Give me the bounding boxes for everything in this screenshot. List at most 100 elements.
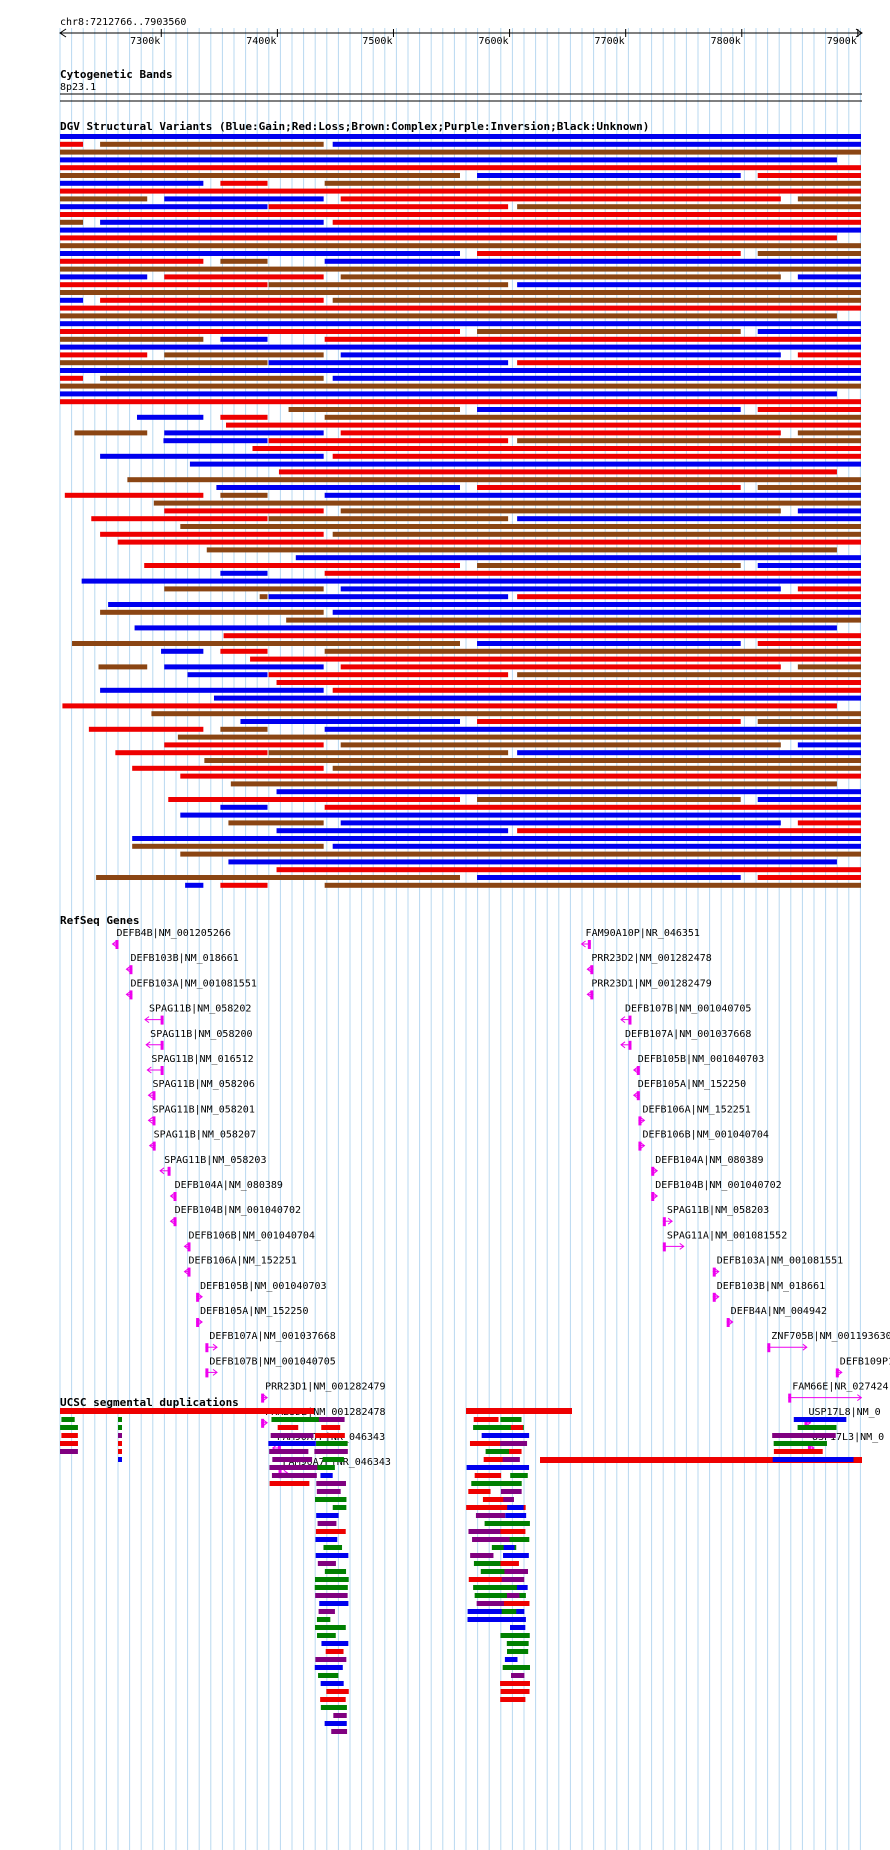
dgv-variant bbox=[100, 375, 324, 381]
dgv-variant bbox=[517, 516, 861, 522]
dgv-variant bbox=[60, 157, 837, 163]
gene-exon bbox=[173, 1192, 177, 1201]
gene-strand-arrow bbox=[586, 991, 592, 998]
segdup-block bbox=[485, 1449, 513, 1454]
gene-label: DEFB106B|NM_001040704 bbox=[188, 1230, 314, 1241]
segdup-block bbox=[471, 1481, 520, 1486]
segdup-block bbox=[314, 1577, 349, 1582]
dgv-variant bbox=[268, 360, 509, 366]
gene-label: SPAG11B|NM_016512 bbox=[151, 1054, 253, 1065]
segdup-block bbox=[500, 1529, 526, 1534]
segdup-block bbox=[315, 1553, 349, 1558]
dgv-variant bbox=[295, 555, 862, 561]
dgv-variant bbox=[324, 726, 861, 732]
dgv-variant bbox=[164, 664, 324, 670]
ruler-tick-label: 7600k bbox=[478, 36, 508, 47]
segmental-duplications[interactable] bbox=[60, 1408, 862, 1734]
dgv-variant bbox=[164, 352, 324, 358]
gene-label: DEFB106A|NM_152251 bbox=[642, 1104, 750, 1115]
segdup-block bbox=[468, 1577, 524, 1582]
gene-exon bbox=[160, 1015, 164, 1025]
dgv-variant bbox=[324, 414, 861, 420]
dgv-variant bbox=[187, 672, 268, 678]
dgv-variant bbox=[332, 765, 861, 771]
gene-label: DEFB105A|NM_152250 bbox=[638, 1079, 746, 1090]
gene-label: DEFB4B|NM_001205266 bbox=[117, 928, 231, 939]
segdup-block bbox=[316, 1481, 346, 1486]
segdup-block bbox=[466, 1408, 572, 1414]
dgv-variant bbox=[797, 352, 861, 358]
gene-strand-arrow bbox=[197, 1318, 203, 1326]
dgv-variant bbox=[477, 641, 741, 646]
gene-strand-arrow bbox=[714, 1293, 720, 1301]
dgv-variant bbox=[517, 360, 861, 366]
segdup-block bbox=[323, 1545, 343, 1550]
dgv-variant bbox=[340, 508, 781, 514]
dgv-variant bbox=[757, 641, 861, 646]
segdup-block bbox=[797, 1425, 837, 1430]
dgv-variant bbox=[324, 336, 861, 342]
dgv-variant bbox=[340, 196, 781, 202]
gene-exon bbox=[662, 1242, 666, 1252]
dgv-variant bbox=[164, 508, 324, 514]
dgv-variant bbox=[60, 391, 837, 397]
segdup-block bbox=[472, 1537, 524, 1542]
dgv-variant bbox=[60, 165, 861, 171]
gene-exon bbox=[167, 1166, 171, 1176]
gene-label: FAM66E|NR_027424 bbox=[792, 1382, 888, 1393]
segdup-block bbox=[314, 1585, 348, 1590]
segdup-block bbox=[118, 1457, 122, 1462]
dgv-variant bbox=[132, 836, 861, 841]
segdup-block bbox=[510, 1425, 523, 1430]
dgv-variant bbox=[797, 274, 861, 280]
gene-label: DEFB4A|NM_004942 bbox=[731, 1306, 827, 1317]
dgv-variant bbox=[115, 750, 268, 756]
dgv-variant bbox=[220, 648, 268, 654]
dgv-variant bbox=[324, 492, 861, 498]
segdup-block bbox=[118, 1441, 122, 1446]
segdup-block bbox=[501, 1521, 530, 1526]
dgv-variant bbox=[60, 336, 204, 342]
gene-exon bbox=[160, 1040, 164, 1050]
dgv-variant bbox=[60, 180, 204, 186]
segdup-block bbox=[466, 1505, 526, 1510]
segdup-block bbox=[474, 1593, 526, 1598]
dgv-variant bbox=[60, 399, 861, 405]
dgv-variant bbox=[60, 227, 861, 233]
dgv-variant bbox=[517, 204, 861, 210]
dgv-variant bbox=[517, 282, 861, 288]
dgv-variant bbox=[340, 274, 781, 280]
segdup-block bbox=[503, 1465, 530, 1470]
gene-exon bbox=[173, 1217, 177, 1227]
gene-exon bbox=[129, 990, 133, 1000]
segdup-block bbox=[317, 1465, 335, 1470]
segdup-block bbox=[319, 1601, 349, 1606]
segdup-block bbox=[314, 1625, 346, 1630]
gene-exon bbox=[628, 1040, 632, 1050]
dgv-variant bbox=[60, 266, 861, 272]
dgv-variants[interactable] bbox=[60, 134, 862, 888]
dgv-variant bbox=[226, 422, 862, 428]
segdup-block bbox=[314, 1665, 343, 1670]
gene-strand-arrow bbox=[146, 1066, 152, 1074]
segdup-block bbox=[501, 1577, 525, 1582]
dgv-variant bbox=[62, 703, 837, 709]
dgv-variant bbox=[268, 516, 509, 522]
segdup-block bbox=[333, 1713, 347, 1718]
gene-strand-arrow bbox=[620, 1041, 626, 1049]
segdup-block bbox=[506, 1617, 524, 1622]
dgv-variant bbox=[60, 305, 861, 311]
segdup-block bbox=[500, 1681, 530, 1686]
segdup-block bbox=[504, 1569, 529, 1574]
gene-label: SPAG11B|NM_058203 bbox=[667, 1205, 769, 1216]
dgv-variant bbox=[132, 843, 324, 849]
dgv-variant bbox=[161, 648, 204, 654]
segdup-block bbox=[315, 1593, 348, 1598]
gene-strand-arrow bbox=[147, 1117, 153, 1124]
segdup-block bbox=[272, 1457, 313, 1462]
gene-label: DEFB105A|NM_152250 bbox=[200, 1306, 308, 1317]
gene-exon bbox=[115, 940, 119, 949]
ruler-tick-label: 7800k bbox=[711, 36, 741, 47]
gene-label: DEFB105B|NM_001040703 bbox=[638, 1054, 764, 1065]
dgv-variant bbox=[477, 485, 741, 490]
